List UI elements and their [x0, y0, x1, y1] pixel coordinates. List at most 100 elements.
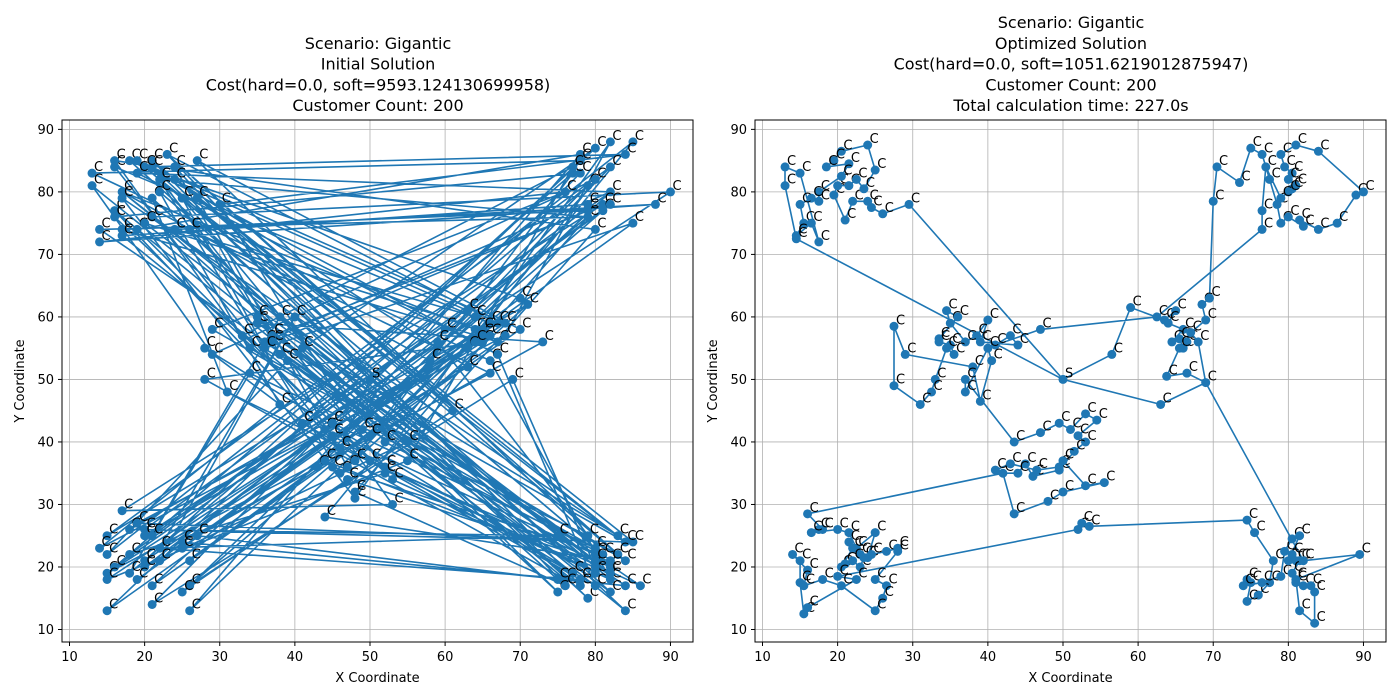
customer-label: C	[274, 323, 283, 338]
y-tick-label: 20	[37, 560, 54, 575]
customer-label: C	[1260, 582, 1269, 597]
customer-point	[117, 224, 127, 234]
customer-label: C	[810, 595, 819, 610]
customer-point	[320, 424, 330, 434]
customer-label: C	[949, 298, 958, 313]
y-tick-label: 40	[37, 435, 54, 450]
customer-point	[147, 162, 157, 172]
customer-label: C	[327, 448, 336, 463]
chart-title-line: Scenario: Gigantic	[998, 13, 1145, 32]
customer-point	[1073, 431, 1083, 441]
customer-point	[870, 574, 880, 584]
x-tick-label: 10	[61, 650, 78, 665]
customer-point	[1295, 606, 1305, 616]
customer-label: C	[870, 188, 879, 203]
customer-point	[983, 343, 993, 353]
customer-label: C	[994, 348, 1003, 363]
customer-label: C	[843, 163, 852, 178]
customer-label: C	[1215, 188, 1224, 203]
customer-point	[945, 318, 955, 328]
customer-label: C	[1302, 523, 1311, 538]
customer-label: C	[192, 548, 201, 563]
customer-point	[478, 337, 488, 347]
customer-point	[500, 318, 510, 328]
customer-point	[327, 431, 337, 441]
customer-point	[1238, 581, 1248, 591]
customer-point	[575, 156, 585, 166]
customer-point	[350, 487, 360, 497]
customer-label: C	[109, 566, 118, 581]
x-tick-label: 70	[1205, 650, 1222, 665]
customer-label: C	[836, 148, 845, 163]
customer-point	[613, 549, 623, 559]
customer-label: C	[1302, 598, 1311, 613]
customer-label: C	[1189, 360, 1198, 375]
customer-point	[1162, 371, 1172, 381]
customer-point	[1268, 556, 1278, 566]
y-tick-label: 60	[37, 310, 54, 325]
customer-label: C	[1133, 295, 1142, 310]
customer-label: C	[967, 366, 976, 381]
customer-point	[388, 499, 398, 509]
customer-label: C	[1317, 610, 1326, 625]
customer-point	[170, 162, 180, 172]
customer-point	[1313, 146, 1323, 156]
customer-label: C	[828, 154, 837, 169]
customer-point	[960, 374, 970, 384]
customer-label: C	[1076, 438, 1085, 453]
customer-point	[803, 565, 813, 575]
customer-point	[117, 187, 127, 197]
customer-point	[282, 356, 292, 366]
customer-label: C	[612, 179, 621, 194]
y-tick-label: 70	[37, 248, 54, 263]
customer-point	[207, 349, 217, 359]
customer-label: C	[612, 560, 621, 575]
customer-point	[117, 506, 127, 516]
customer-label: C	[888, 538, 897, 553]
customer-point	[953, 312, 963, 322]
customer-label: C	[297, 304, 306, 319]
customer-point	[87, 181, 97, 191]
customer-label: C	[612, 154, 621, 169]
customer-point	[795, 556, 805, 566]
customer-label: C	[109, 523, 118, 538]
customer-point	[493, 349, 503, 359]
customer-label: C	[1275, 548, 1284, 563]
customer-label: C	[1159, 304, 1168, 319]
customer-label: C	[1166, 307, 1175, 322]
customer-point	[1182, 368, 1192, 378]
customer-label: C	[840, 173, 849, 188]
customer-point	[1298, 581, 1308, 591]
customer-point	[605, 556, 615, 566]
customer-label: C	[997, 332, 1006, 347]
customer-label: C	[1200, 329, 1209, 344]
customer-point	[788, 549, 798, 559]
customer-point	[1156, 399, 1166, 409]
customer-point	[803, 509, 813, 519]
chart-title-line: Initial Solution	[321, 55, 436, 74]
customer-point	[930, 374, 940, 384]
customer-point	[590, 581, 600, 591]
customer-point	[1013, 340, 1023, 350]
customer-point	[388, 474, 398, 484]
customer-point	[493, 337, 503, 347]
customer-point	[1186, 328, 1196, 338]
customer-point	[893, 546, 903, 556]
customer-point	[1201, 378, 1211, 388]
customer-label: C	[672, 179, 681, 194]
customer-point	[1261, 162, 1271, 172]
customer-point	[245, 368, 255, 378]
customer-point	[102, 549, 112, 559]
customer-label: C	[1020, 332, 1029, 347]
customer-label: C	[184, 529, 193, 544]
customer-label: C	[117, 554, 126, 569]
customer-label: C	[1178, 298, 1187, 313]
customer-label: C	[1264, 216, 1273, 231]
customer-point	[470, 324, 480, 334]
customer-point	[605, 562, 615, 572]
customer-point	[836, 581, 846, 591]
customer-point	[342, 474, 352, 484]
customer-point	[583, 593, 593, 603]
x-tick-label: 20	[829, 650, 846, 665]
customer-point	[185, 556, 195, 566]
